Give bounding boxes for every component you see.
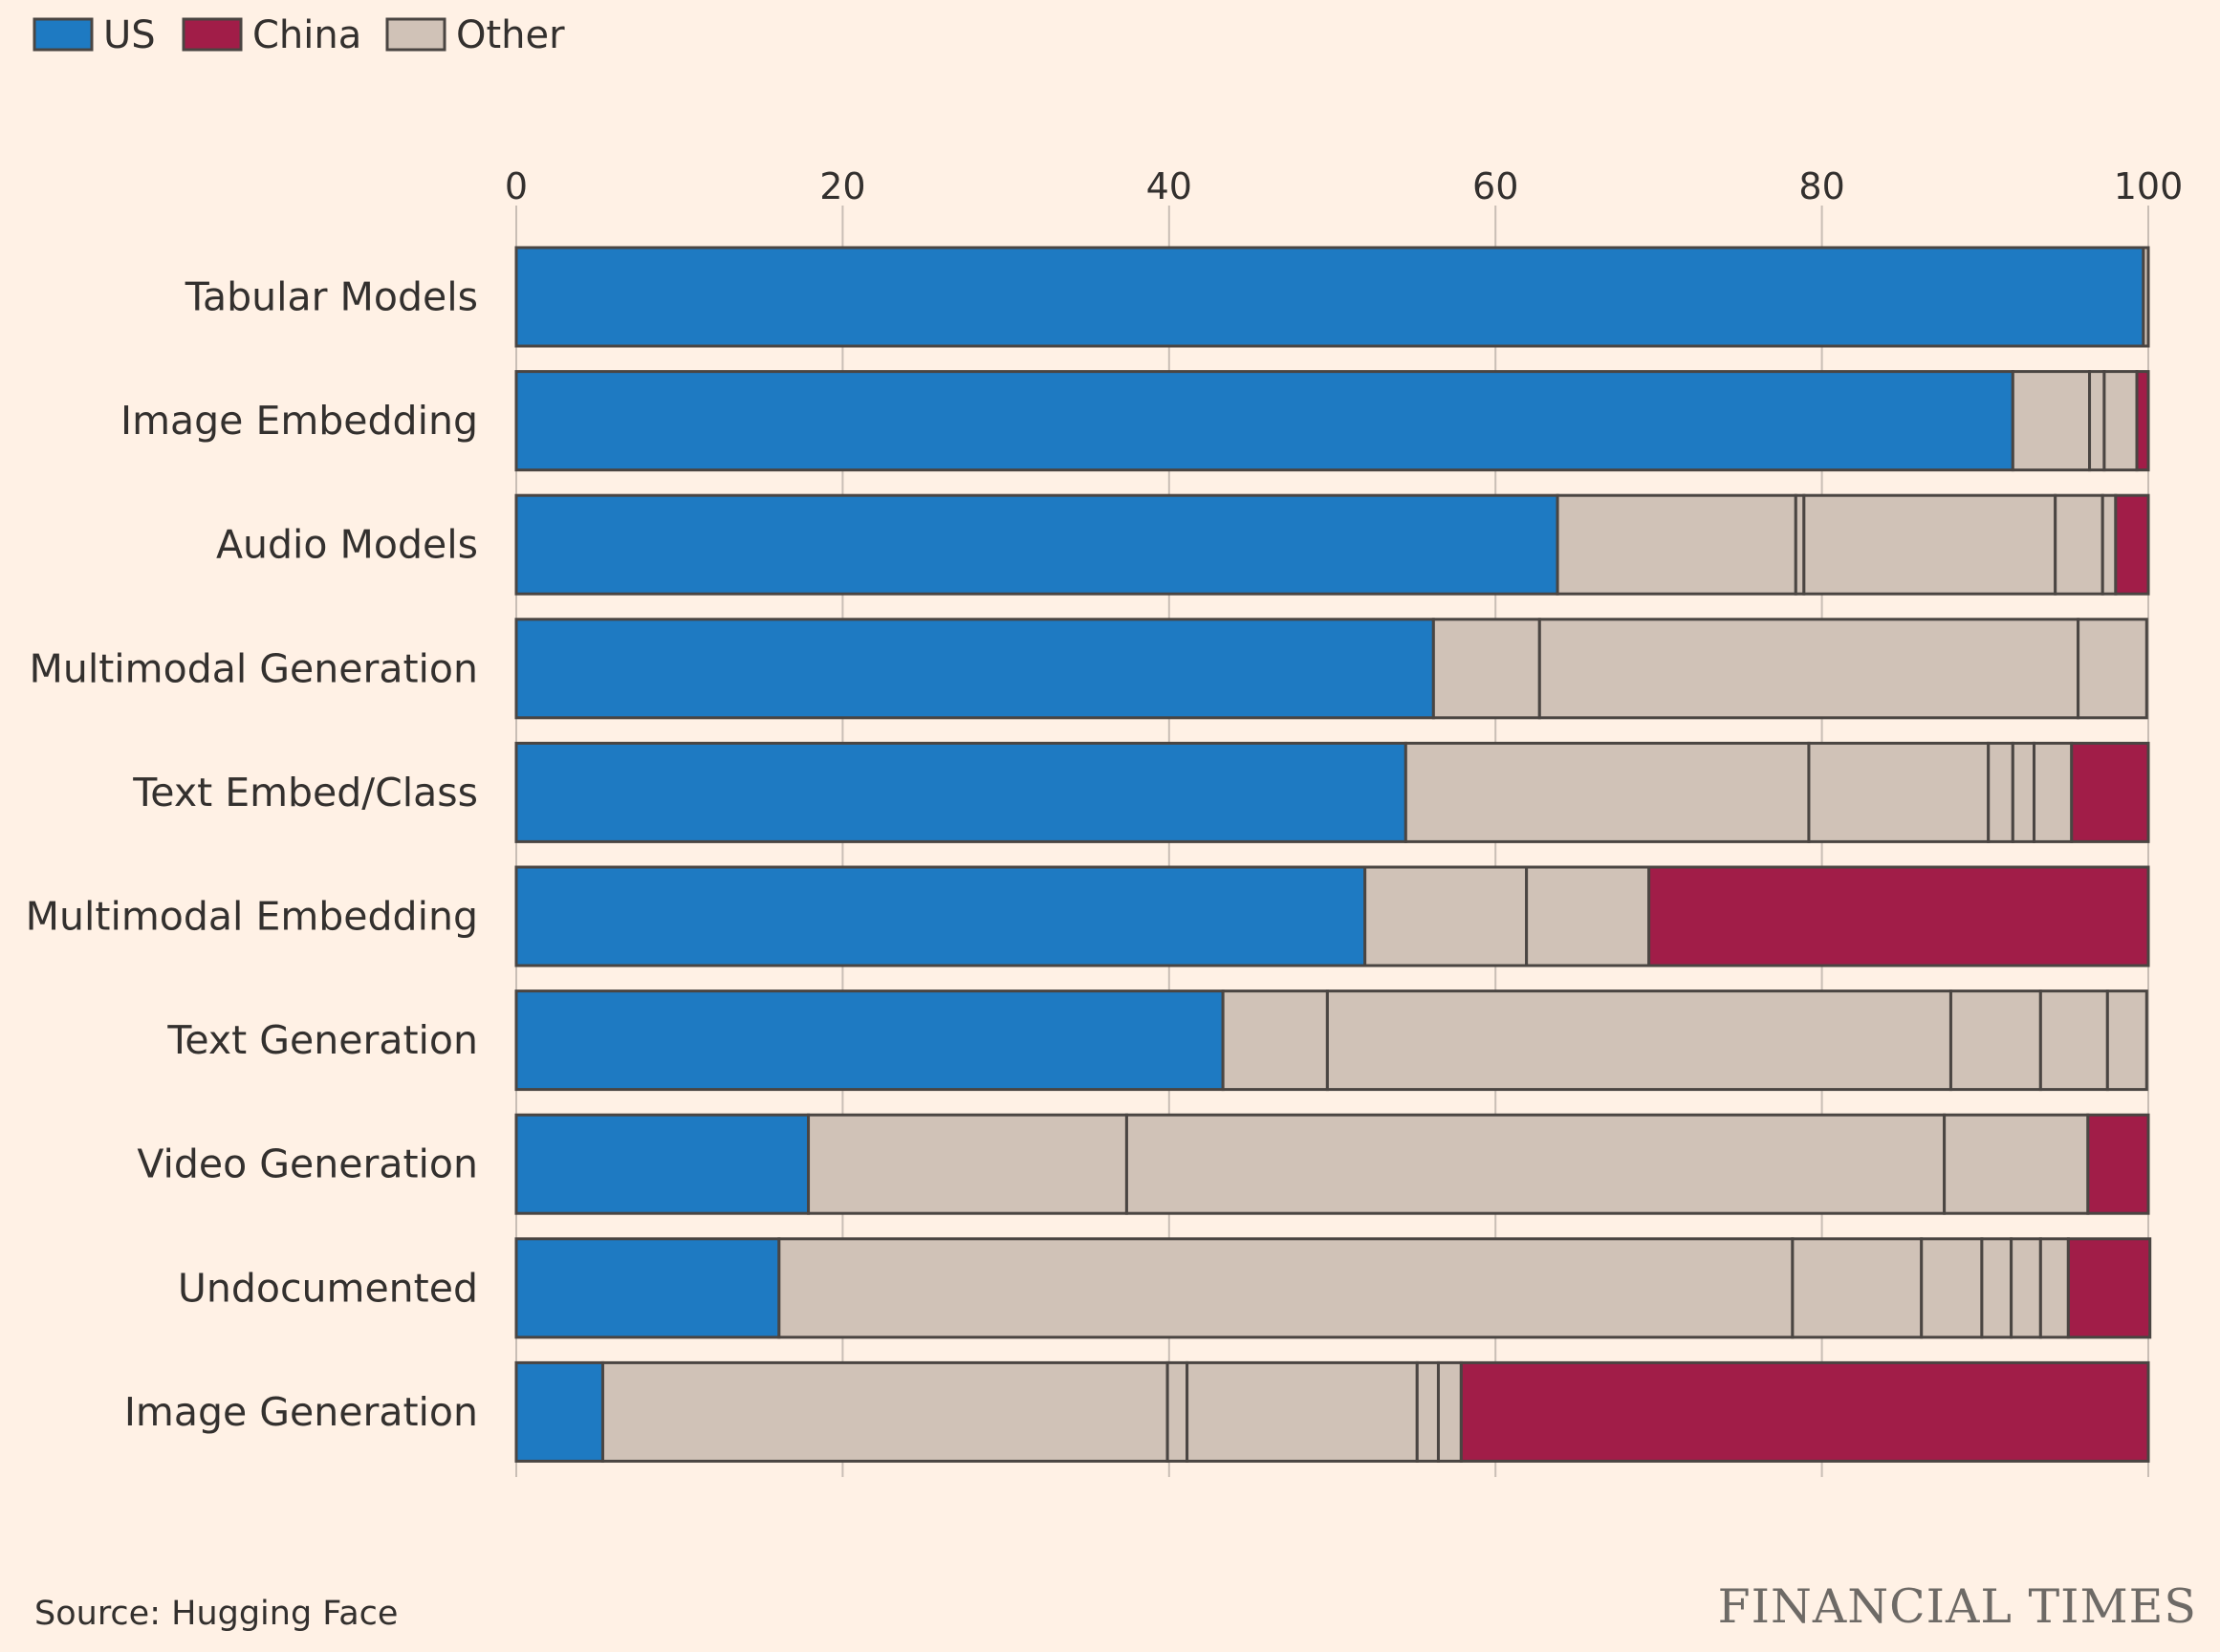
bar-video-generation <box>514 1113 2150 1215</box>
bar-segment-undocumented-other-6 <box>2038 1237 2070 1339</box>
bar-segment-video-generation-other-1 <box>807 1113 1128 1215</box>
bar-segment-image-embedding-us-0 <box>514 370 2014 472</box>
bar-audio-models <box>514 493 2150 596</box>
bar-segment-text-embed-class-other-1 <box>1404 741 1811 843</box>
category-label-text-generation: Text Generation <box>166 1017 478 1063</box>
bar-segment-image-generation-other-3 <box>1186 1360 1419 1463</box>
category-label-undocumented: Undocumented <box>178 1265 478 1311</box>
bar-segment-text-embed-class-china-6 <box>2070 741 2150 843</box>
bar-segment-image-embedding-other-2 <box>2088 370 2106 472</box>
bar-segment-text-generation-other-2 <box>1325 989 1952 1092</box>
bar-segment-multimodal-embedding-us-0 <box>514 865 1367 967</box>
bar-segment-image-generation-other-1 <box>600 1360 1169 1463</box>
bar-image-embedding <box>514 370 2150 472</box>
bar-segment-audio-models-other-4 <box>2054 493 2104 596</box>
bar-segment-image-generation-other-5 <box>1436 1360 1463 1463</box>
bar-segment-multimodal-generation-us-0 <box>514 618 1435 720</box>
bar-segment-text-generation-other-4 <box>2038 989 2109 1092</box>
bar-segment-undocumented-other-1 <box>777 1237 1795 1339</box>
bar-segment-audio-models-us-0 <box>514 493 1559 596</box>
bar-segment-multimodal-embedding-other-2 <box>1525 865 1651 967</box>
tick-label-100: 100 <box>2114 165 2184 207</box>
bar-segment-text-embed-class-other-5 <box>2033 741 2074 843</box>
bar-segment-audio-models-other-5 <box>2100 493 2118 596</box>
legend-label-other: Other <box>456 13 565 57</box>
bar-segment-multimodal-generation-other-3 <box>2077 618 2148 720</box>
bar-segment-image-generation-other-4 <box>1415 1360 1440 1463</box>
bar-multimodal-generation <box>514 618 2148 720</box>
tick-label-0: 0 <box>505 165 528 207</box>
bar-segment-text-generation-other-1 <box>1221 989 1329 1092</box>
bar-segment-undocumented-other-3 <box>1920 1237 1984 1339</box>
tick-label-40: 40 <box>1146 165 1192 207</box>
category-label-multimodal-embedding: Multimodal Embedding <box>26 894 478 940</box>
bar-segment-video-generation-other-3 <box>1943 1113 2090 1215</box>
bar-segment-image-generation-china-6 <box>1459 1360 2150 1463</box>
bar-segment-tabular-models-us-0 <box>514 246 2145 348</box>
bar-segment-image-embedding-china-4 <box>2135 370 2150 472</box>
legend-swatch-other <box>385 17 446 52</box>
bar-segment-multimodal-embedding-other-1 <box>1363 865 1529 967</box>
bar-segment-audio-models-other-1 <box>1556 493 1797 596</box>
bar-segment-multimodal-embedding-china-3 <box>1647 865 2150 967</box>
tick-label-80: 80 <box>1798 165 1844 207</box>
bar-segment-undocumented-china-7 <box>2066 1237 2152 1339</box>
category-label-video-generation: Video Generation <box>137 1141 478 1187</box>
bar-segment-image-embedding-other-3 <box>2102 370 2139 472</box>
category-labels: Tabular Models Image Embedding Audio Model… <box>26 274 478 1435</box>
bar-multimodal-embedding <box>514 865 2150 967</box>
bar-segment-multimodal-generation-other-2 <box>1537 618 2080 720</box>
bar-segment-text-embed-class-other-3 <box>1987 741 2014 843</box>
bar-segment-text-generation-us-0 <box>514 989 1225 1092</box>
bar-segment-audio-models-china-6 <box>2114 493 2150 596</box>
bar-segment-audio-models-other-3 <box>1802 493 2057 596</box>
source-note: Source: Hugging Face <box>34 1595 398 1633</box>
brand-logo: FINANCIAL TIMES <box>1718 1579 2197 1634</box>
bar-segment-text-embed-class-other-2 <box>1807 741 1991 843</box>
bar-segment-video-generation-other-2 <box>1124 1113 1947 1215</box>
category-label-text-embed-class: Text Embed/Class <box>132 770 478 815</box>
x-axis-ticks: 0 20 40 60 80 100 <box>505 165 2183 207</box>
bar-segment-undocumented-us-0 <box>514 1237 781 1339</box>
bars <box>514 246 2152 1463</box>
tick-label-60: 60 <box>1472 165 1518 207</box>
category-label-image-generation: Image Generation <box>124 1389 478 1435</box>
legend-label-us: US <box>103 13 156 57</box>
bar-segment-undocumented-other-4 <box>1980 1237 2013 1339</box>
category-label-multimodal-generation: Multimodal Generation <box>29 645 478 691</box>
category-label-tabular-models: Tabular Models <box>185 274 478 320</box>
legend-swatch-us <box>33 17 94 52</box>
bar-segment-text-generation-other-3 <box>1948 989 2042 1092</box>
bar-segment-video-generation-us-0 <box>514 1113 811 1215</box>
bar-segment-video-generation-china-4 <box>2086 1113 2150 1215</box>
bar-segment-image-generation-other-2 <box>1165 1360 1189 1463</box>
bar-text-embed-class <box>514 741 2150 843</box>
bar-segment-text-embed-class-us-0 <box>514 741 1407 843</box>
bar-text-generation <box>514 989 2148 1092</box>
bar-segment-undocumented-other-2 <box>1791 1237 1924 1339</box>
bar-segment-image-embedding-other-1 <box>2011 370 2092 472</box>
bar-image-generation <box>514 1360 2150 1463</box>
bar-tabular-models <box>514 246 2150 348</box>
bar-segment-image-generation-us-0 <box>514 1360 604 1463</box>
bar-segment-text-generation-other-5 <box>2105 989 2148 1092</box>
bar-segment-tabular-models-other-1 <box>2142 246 2150 348</box>
legend-label-china: China <box>252 13 361 57</box>
bar-segment-undocumented-other-5 <box>2010 1237 2042 1339</box>
category-label-image-embedding: Image Embedding <box>120 398 478 444</box>
category-label-audio-models: Audio Models <box>216 522 478 568</box>
legend-swatch-china <box>182 17 243 52</box>
bar-segment-multimodal-generation-other-1 <box>1431 618 1541 720</box>
chart-legend: US China Other <box>33 13 565 57</box>
tick-label-20: 20 <box>819 165 865 207</box>
bar-segment-text-embed-class-other-4 <box>2011 741 2036 843</box>
bar-undocumented <box>514 1237 2152 1339</box>
